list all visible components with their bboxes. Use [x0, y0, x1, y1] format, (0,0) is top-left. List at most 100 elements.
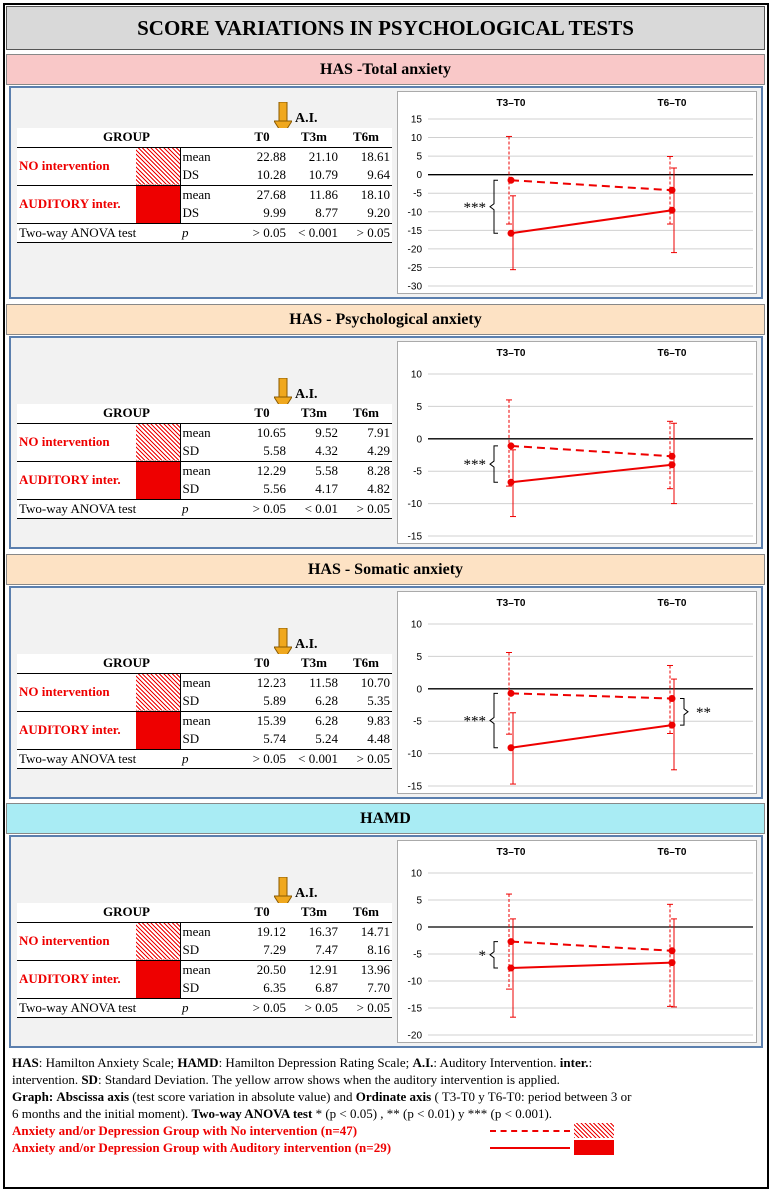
- table-row: NO intervention mean 12.23 11.58 10.70: [17, 673, 392, 711]
- legend-row-no-intervention: Anxiety and/or Depression Group with No …: [12, 1122, 759, 1139]
- data-point: [668, 721, 676, 729]
- anova-row: Two-way ANOVA test p > 0.05 < 0.001 > 0.05: [17, 223, 392, 242]
- mean-label: mean: [179, 461, 236, 480]
- data-point: [507, 478, 515, 486]
- legend-text: : Auditory Intervention.: [433, 1055, 560, 1070]
- cell-no_mean-0: 12.23: [256, 674, 286, 690]
- data-point: [507, 964, 515, 972]
- section-panel: A.I. GROUP T0 T3m T6m NO intervention me…: [9, 835, 763, 1048]
- col-header-t6m: T6m: [353, 904, 379, 920]
- legend-line-2: intervention. SD: Standard Deviation. Th…: [12, 1071, 759, 1088]
- section-header: HAS - Psychological anxiety: [6, 304, 765, 335]
- y-tick-label: -10: [408, 977, 423, 988]
- line-chart: 10 5 0 -5 -10 -15 -20 T3–T0 T6–T0 *: [408, 847, 753, 1042]
- cell-aud_mean-1: 6.28: [315, 712, 338, 728]
- group-header: GROUP: [103, 405, 150, 421]
- legend-term-graph: Graph:: [12, 1089, 54, 1104]
- series-line-no-intervention: [510, 692, 673, 700]
- legend-solid-line: [490, 1147, 570, 1149]
- legend-term-sd: SD: [81, 1072, 98, 1087]
- cell-no_mean-1: 16.37: [308, 923, 338, 939]
- legend-text: 6 months and the initial moment).: [12, 1106, 192, 1121]
- group-no-intervention: NO intervention: [19, 158, 110, 173]
- table-row: AUDITORY inter. mean 12.29 5.58 8.28: [17, 461, 392, 499]
- stats-table: GROUP T0 T3m T6m NO intervention mean 10…: [17, 404, 392, 519]
- data-point: [507, 442, 515, 450]
- cell-no_mean-2: 10.70: [360, 674, 390, 690]
- mean-label: mean: [179, 185, 236, 204]
- cell-no_mean-0: 10.65: [256, 424, 286, 440]
- legend-text: : Hamilton Depression Rating Scale;: [218, 1055, 413, 1070]
- table-header-row: GROUP T0 T3m T6m: [17, 404, 392, 423]
- cell-anova-2: > 0.05: [356, 224, 390, 240]
- anova-label: Two-way ANOVA test: [19, 999, 137, 1015]
- legend-line-1: HAS: Hamilton Anxiety Scale; HAMD: Hamil…: [12, 1054, 759, 1071]
- y-tick-label: -30: [408, 282, 423, 293]
- group-auditory: AUDITORY inter.: [19, 971, 121, 986]
- cell-no_sd-2: 9.64: [367, 167, 390, 183]
- legend-term-inter: inter.: [559, 1055, 589, 1070]
- ai-label: A.I.: [295, 387, 318, 402]
- chart-box: 15 10 5 0 -5 -10 -15 -20 -25 -30 T3–T0 T6–T0 ***: [397, 91, 757, 294]
- group-auditory: AUDITORY inter.: [19, 472, 121, 487]
- series-line-auditory: [510, 724, 673, 749]
- data-point: [668, 206, 676, 214]
- cell-aud_sd-1: 5.24: [315, 731, 338, 747]
- data-point: [507, 689, 515, 697]
- cell-aud_mean-0: 15.39: [256, 712, 286, 728]
- stats-table: GROUP T0 T3m T6m NO intervention mean 12…: [17, 654, 392, 769]
- table-row: AUDITORY inter. mean 15.39 6.28 9.83: [17, 711, 392, 749]
- col-header-t0: T0: [254, 904, 270, 920]
- solid-swatch: [136, 960, 180, 998]
- cell-aud_mean-0: 27.68: [256, 186, 286, 202]
- x-category-label: T6–T0: [658, 98, 687, 109]
- y-tick-label: -5: [413, 467, 422, 478]
- col-header-t6m: T6m: [353, 405, 379, 421]
- cell-no_sd-1: 7.47: [315, 942, 338, 958]
- table-row: SD 6.35 6.87 7.70: [17, 979, 392, 998]
- section-header: HAS -Total anxiety: [6, 54, 765, 85]
- series-line-no-intervention: [510, 940, 673, 952]
- table-row: NO intervention mean 19.12 16.37 14.71: [17, 922, 392, 960]
- table-row: AUDITORY inter. mean 27.68 11.86 18.10: [17, 185, 392, 223]
- significance-marker: *: [479, 948, 487, 964]
- sd-label: SD: [179, 730, 236, 749]
- x-category-label: T3–T0: [497, 847, 526, 858]
- series-line-no-intervention: [510, 179, 673, 192]
- data-point: [507, 176, 515, 184]
- legend-row-auditory: Anxiety and/or Depression Group with Aud…: [12, 1139, 759, 1156]
- y-tick-label: 10: [411, 370, 423, 381]
- section-header: HAS - Somatic anxiety: [6, 554, 765, 585]
- y-tick-label: 0: [416, 170, 422, 181]
- mean-label: mean: [179, 922, 236, 941]
- cell-anova-1: < 0.001: [298, 750, 338, 766]
- series-line-auditory: [510, 463, 673, 484]
- col-header-t0: T0: [254, 405, 270, 421]
- significance-bracket: [489, 445, 498, 483]
- group-header: GROUP: [103, 655, 150, 671]
- y-tick-label: -10: [408, 499, 423, 510]
- legend-text: : Standard Deviation. The yellow arrow s…: [97, 1072, 560, 1087]
- line-chart: 10 5 0 -5 -10 -15 T3–T0 T6–T0 ***: [408, 348, 753, 543]
- cell-aud_mean-2: 9.83: [367, 712, 390, 728]
- cell-anova-1: < 0.001: [298, 224, 338, 240]
- cell-aud_mean-2: 18.10: [360, 186, 390, 202]
- legend: HAS: Hamilton Anxiety Scale; HAMD: Hamil…: [6, 1050, 765, 1160]
- significance-bracket: [680, 698, 689, 726]
- y-tick-label: 5: [416, 896, 422, 907]
- cell-aud_mean-1: 11.86: [309, 186, 338, 202]
- legend-text: intervention.: [12, 1072, 82, 1087]
- pattern-swatch: [136, 423, 180, 461]
- col-header-t3m: T3m: [301, 904, 327, 920]
- series-line-auditory: [510, 209, 673, 235]
- x-category-label: T3–T0: [497, 98, 526, 109]
- cell-no_mean-2: 14.71: [360, 923, 390, 939]
- stats-table: GROUP T0 T3m T6m NO intervention mean 22…: [17, 128, 392, 243]
- significance-marker: **: [696, 705, 711, 721]
- pattern-swatch: [136, 673, 180, 711]
- cell-no_mean-1: 11.58: [309, 674, 338, 690]
- cell-aud_mean-0: 12.29: [256, 462, 286, 478]
- mean-label: mean: [179, 423, 236, 442]
- cell-no_sd-0: 10.28: [256, 167, 286, 183]
- legend-pattern-swatch: [574, 1123, 614, 1138]
